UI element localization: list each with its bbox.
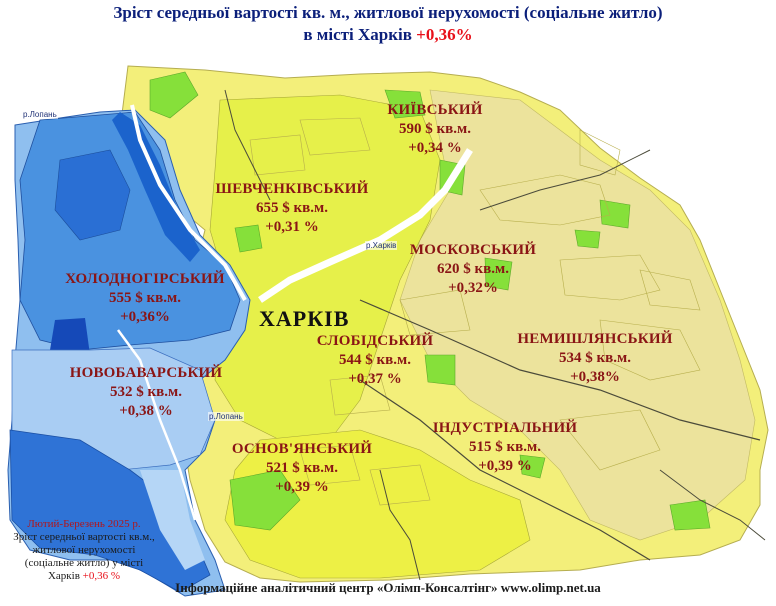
park-east	[574, 229, 601, 249]
district-price: 534 $ кв.м.	[559, 350, 631, 366]
rail-east	[359, 299, 761, 441]
east-pale-area	[399, 89, 756, 541]
river-lopan	[130, 104, 247, 301]
title-line1: Зріст середньої вартості кв. м., житлово…	[113, 3, 663, 22]
district-name: ШЕВЧЕНКІВСЬКИЙ	[215, 181, 369, 197]
rail-se-long	[659, 469, 766, 541]
district-shevchenkivskyi: ШЕВЧЕНКІВСЬКИЙ 655 $ кв.м. +0,31 %	[212, 180, 372, 237]
district-price: 620 $ кв.м.	[437, 261, 509, 277]
district-change: +0,34 %	[408, 140, 462, 156]
district-change: +0,32%	[448, 280, 498, 296]
district-price: 544 $ кв.м.	[339, 352, 411, 368]
city-label: ХАРКІВ	[259, 306, 350, 331]
rail-north	[224, 89, 271, 201]
district-price: 515 $ кв.м.	[469, 439, 541, 455]
park-east-2	[599, 199, 631, 229]
district-novobavarskyi: НОВОБАВАРСЬКИЙ 532 $ кв.м. +0,38 %	[62, 364, 230, 421]
district-change: +0,31 %	[265, 219, 319, 235]
west-dark-patch	[54, 149, 131, 241]
south-yellow	[224, 429, 531, 579]
district-price: 590 $ кв.м.	[399, 121, 471, 137]
district-industrialnyi: ІНДУСТРІАЛЬНИЙ 515 $ кв.м. +0,39 %	[425, 419, 585, 476]
map-title: Зріст середньої вартості кв. м., житлово…	[0, 2, 776, 46]
district-change: +0,39 %	[275, 479, 329, 495]
river-label-lopan-top: р.Лопань	[22, 110, 58, 119]
footer-credit: Інформаційне аналітичний центр «Олімп-Ко…	[175, 580, 601, 595]
river-kharkiv	[258, 148, 473, 303]
note-accent: +0,36 %	[82, 570, 121, 582]
legend-note: Лютий-Березень 2025 р. Зріст середньої в…	[8, 518, 160, 583]
district-slobidskyi: СЛОБІДСЬКИЙ 544 $ кв.м. +0,37 %	[310, 332, 440, 389]
district-name: НОВОБАВАРСЬКИЙ	[69, 365, 223, 381]
river-lopan-south	[116, 329, 197, 521]
district-name: ОСНОВ'ЯНСЬКИЙ	[231, 441, 373, 457]
district-price: 521 $ кв.м.	[266, 460, 338, 476]
west-south-light	[140, 470, 205, 570]
rail-northeast	[479, 149, 651, 211]
park-osnovianskyi	[229, 469, 301, 531]
rail-south	[379, 469, 421, 581]
note-date: Лютий-Березень 2025 р.	[27, 518, 141, 530]
park-slobidskyi	[424, 354, 456, 386]
note-body: Зріст середньої вартості кв.м., житлової…	[13, 531, 155, 582]
park-shevchenkivskyi	[234, 224, 263, 253]
park-north	[149, 71, 199, 119]
district-name: СЛОБІДСЬКИЙ	[316, 333, 434, 349]
district-name: ХОЛОДНОГІРСЬКИЙ	[65, 271, 225, 287]
district-kholodnohirskyi: ХОЛОДНОГІРСЬКИЙ 555 $ кв.м. +0,36%	[60, 270, 230, 327]
district-change: +0,38 %	[119, 403, 173, 419]
district-name: МОСКОВСЬКИЙ	[409, 242, 537, 258]
district-price: 655 $ кв.м.	[256, 200, 328, 216]
district-nemyshlianskyi: НЕМИШЛЯНСЬКИЙ 534 $ кв.м. +0,38%	[515, 330, 675, 387]
district-kyivskyi: КИЇВСЬКИЙ 590 $ кв.м. +0,34 %	[370, 101, 500, 158]
note-text: Зріст середньої вартості кв.м., житлової…	[8, 531, 160, 583]
city-blocks	[249, 117, 701, 506]
district-change: +0,37 %	[348, 371, 402, 387]
district-change: +0,38%	[570, 369, 620, 385]
river-label-lopan-bottom: р.Лопань	[208, 412, 244, 421]
district-price: 532 $ кв.м.	[110, 384, 182, 400]
park-southeast	[669, 499, 711, 531]
title-accent: +0,36%	[416, 25, 473, 44]
district-price: 555 $ кв.м.	[109, 290, 181, 306]
district-name: КИЇВСЬКИЙ	[387, 102, 483, 118]
district-change: +0,36%	[120, 309, 170, 325]
district-osnovianskyi: ОСНОВ'ЯНСЬКИЙ 521 $ кв.м. +0,39 %	[222, 440, 382, 497]
park-industrialnyi	[519, 454, 546, 479]
lopan-strip	[112, 112, 200, 262]
title-city: в місті Харків	[303, 25, 412, 44]
rail-southeast	[359, 379, 651, 561]
district-change: +0,39 %	[478, 458, 532, 474]
park-kyivskyi	[384, 89, 426, 119]
river-label-kharkiv: р.Харків	[365, 241, 398, 250]
district-name: ІНДУСТРІАЛЬНИЙ	[432, 420, 578, 436]
park-moskovskyi	[484, 257, 513, 291]
district-moskovskyi: МОСКОВСЬКИЙ 620 $ кв.м. +0,32%	[403, 241, 543, 298]
district-name: НЕМИШЛЯНСЬКИЙ	[517, 331, 673, 347]
west-south-blue	[9, 429, 211, 593]
title-line2: в місті Харків +0,36%	[0, 24, 776, 46]
